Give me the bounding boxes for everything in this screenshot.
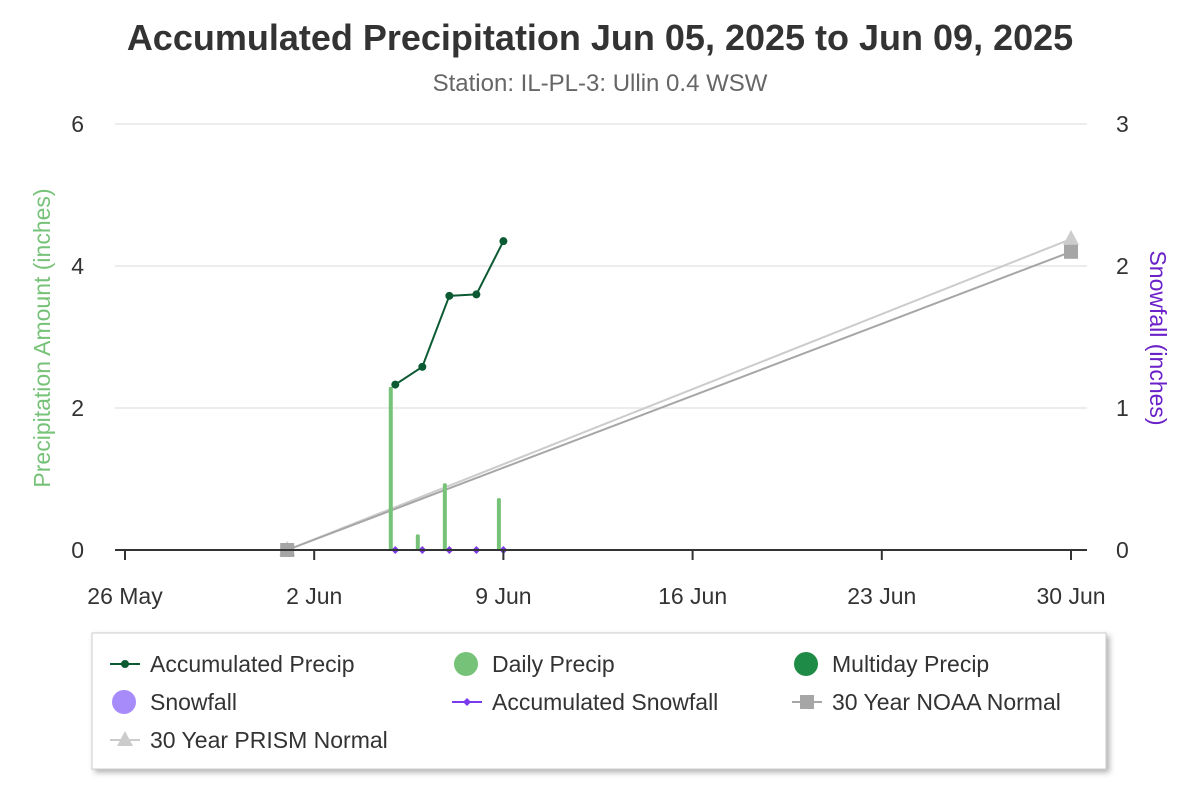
- legend-item-snowfall: Snowfall: [112, 689, 237, 715]
- series-accumulated-precip: [391, 237, 508, 389]
- y-left-tick-labels: 0 2 4 6: [71, 111, 84, 563]
- y-right-tick-label: 1: [1116, 395, 1129, 421]
- legend-item-accumulated-snowfall: Accumulated Snowfall: [452, 689, 718, 715]
- x-tick-label: 16 Jun: [658, 583, 727, 609]
- legend-label: Multiday Precip: [832, 651, 989, 677]
- chart-subtitle: Station: IL-PL-3: Ullin 0.4 WSW: [433, 70, 768, 97]
- 30-year-noaa-normal-point: [1064, 244, 1078, 259]
- y-right-tick-label: 0: [1116, 537, 1129, 563]
- legend-label: Accumulated Snowfall: [492, 689, 718, 715]
- legend-swatch: [117, 731, 133, 746]
- legend-swatch: [800, 695, 814, 709]
- y-right-tick-labels: 0 1 2 3: [1116, 111, 1129, 563]
- x-tick-label: 23 Jun: [847, 583, 916, 609]
- accumulated-precip-point: [391, 380, 400, 389]
- legend-label: Accumulated Precip: [150, 651, 355, 677]
- legend-item-30-year-prism-normal: 30 Year PRISM Normal: [110, 727, 388, 753]
- series-layer: [279, 230, 1079, 557]
- legend-item-30-year-noaa-normal: 30 Year NOAA Normal: [792, 689, 1061, 715]
- y-left-tick-label: 4: [71, 253, 84, 279]
- x-tick-label: 9 Jun: [475, 583, 531, 609]
- legend-item-accumulated-precip: Accumulated Precip: [110, 651, 355, 677]
- legend-box: [91, 632, 1107, 770]
- y-right-tick-label: 2: [1116, 253, 1129, 279]
- y-left-axis-title: Precipitation Amount (inches): [29, 188, 55, 487]
- accumulated-precip-line: [394, 240, 505, 386]
- legend-label: 30 Year PRISM Normal: [150, 727, 388, 753]
- legend-swatch: [121, 660, 129, 668]
- legend-swatch: [112, 690, 136, 714]
- 30-year-prism-normal-point: [1063, 230, 1079, 246]
- daily-precip-bar: [415, 534, 420, 550]
- x-axis-ticks: 26 May 2 Jun 9 Jun 16 Jun 23 Jun 30 Jun: [87, 550, 1106, 609]
- legend-label: 30 Year NOAA Normal: [832, 689, 1061, 715]
- x-tick-label: 26 May: [87, 583, 163, 609]
- y-right-tick-label: 3: [1116, 111, 1129, 137]
- accumulated-precip-point: [472, 290, 481, 299]
- x-tick-label: 30 Jun: [1036, 583, 1105, 609]
- daily-precip-bar: [442, 483, 447, 550]
- daily-precip-bar: [496, 498, 501, 550]
- legend: Accumulated Precip Daily Precip Multiday P…: [91, 632, 1107, 770]
- legend-label: Snowfall: [150, 689, 237, 715]
- legend-item-daily-precip: Daily Precip: [454, 651, 615, 677]
- legend-swatch: [454, 652, 478, 676]
- y-right-axis-title: Snowfall (inches): [1145, 250, 1171, 425]
- series-30-year-noaa-normal: [280, 244, 1078, 557]
- accumulated-precip-point: [445, 291, 454, 300]
- y-left-tick-label: 6: [71, 111, 84, 137]
- y-left-tick-label: 2: [71, 395, 84, 421]
- accumulated-precip-point: [499, 237, 508, 246]
- legend-swatch: [463, 698, 471, 706]
- daily-precip-bar: [388, 386, 393, 550]
- series-daily-precip: [388, 386, 501, 550]
- legend-swatch: [794, 652, 818, 676]
- 30-year-prism-normal-line: [286, 238, 1072, 551]
- y-left-tick-label: 0: [71, 537, 84, 563]
- grid-lines: [115, 123, 1087, 409]
- 30-year-noaa-normal-line: [286, 250, 1072, 551]
- accumulated-precip-point: [418, 362, 427, 371]
- x-tick-label: 2 Jun: [286, 583, 342, 609]
- legend-item-multiday-precip: Multiday Precip: [794, 651, 989, 677]
- chart-title: Accumulated Precipitation Jun 05, 2025 t…: [127, 17, 1073, 58]
- legend-label: Daily Precip: [492, 651, 615, 677]
